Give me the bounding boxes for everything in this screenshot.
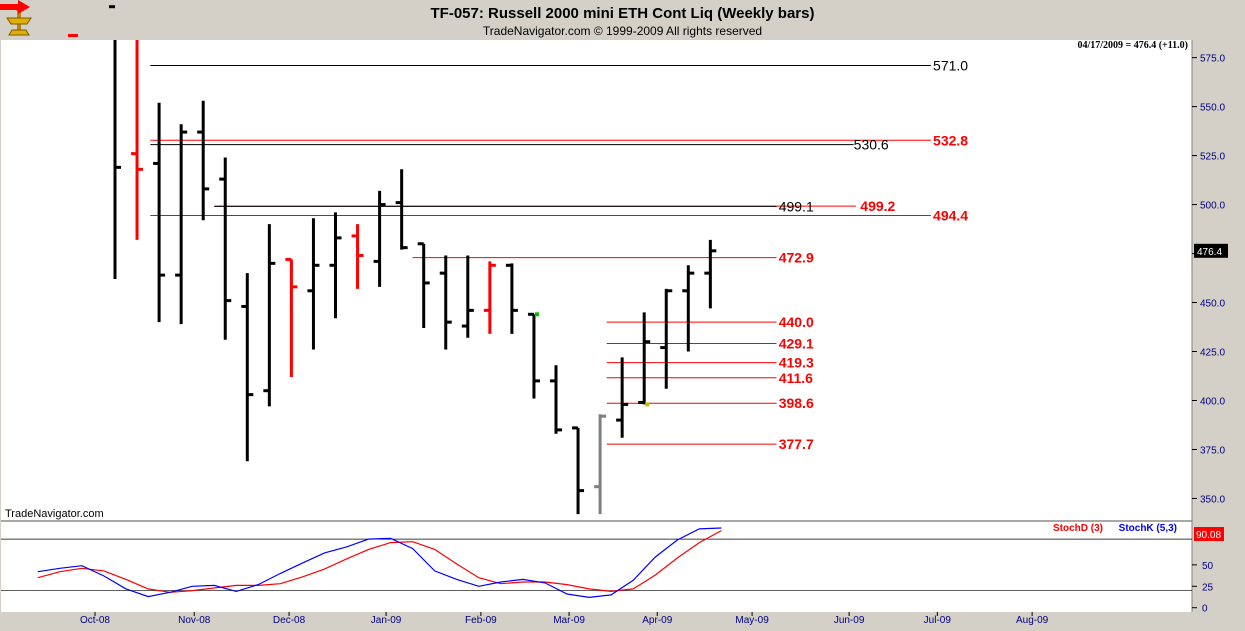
stoch-y-tick-1: 25 [1202, 582, 1214, 593]
trade-navigator-logo-icon [4, 4, 34, 36]
corner-tick-icon [68, 34, 78, 37]
x-tick-label-7: May-09 [735, 615, 769, 626]
level-label-5: 494.4 [933, 208, 968, 224]
level-label-7: 440.0 [779, 314, 814, 330]
price-panel [1, 40, 1192, 520]
chart-copyright: TradeNavigator.com © 1999-2009 All right… [482, 24, 763, 38]
stoch-series-1 [37, 527, 722, 599]
level-label-3: 499.2 [860, 198, 895, 214]
level-label-12: 377.7 [779, 436, 814, 452]
level-label-2: 530.6 [854, 137, 889, 153]
price-y-tick-2: 525.0 [1200, 152, 1225, 163]
x-tick-label-5: Mar-09 [553, 615, 585, 626]
price-y-tick-0: 575.0 [1200, 54, 1225, 65]
x-tick-label-6: Apr-09 [642, 615, 672, 626]
x-tick-label-10: Aug-09 [1016, 615, 1049, 626]
stoch-y-tick-2: 0 [1202, 604, 1208, 615]
stoch-series-0 [37, 530, 722, 593]
next-page-arrow-icon[interactable] [0, 0, 30, 14]
stoch-last-badge [1194, 527, 1224, 541]
price-y-tick-5: 450.0 [1200, 299, 1225, 310]
price-y-tick-3: 500.0 [1200, 201, 1225, 212]
level-label-10: 411.6 [779, 370, 813, 386]
level-label-0: 571.0 [933, 57, 968, 73]
price-last-value: 476.4 [1197, 247, 1222, 258]
stoch-panel [1, 522, 1192, 612]
stoch-last-value: 90.08 [1196, 530, 1221, 541]
price-y-tick-8: 375.0 [1200, 445, 1225, 456]
x-tick-label-3: Jan-09 [371, 615, 402, 626]
legend-stochd: StochD (3) [1053, 523, 1103, 534]
x-tick-label-2: Dec-08 [273, 615, 306, 626]
x-tick-label-1: Nov-08 [178, 615, 211, 626]
watermark-label: TradeNavigator.com [5, 508, 104, 520]
price-readout: 04/17/2009 = 476.4 (+11.0) [1077, 40, 1188, 51]
x-tick-label-8: Jun-09 [834, 615, 865, 626]
level-label-8: 429.1 [779, 335, 814, 351]
level-label-6: 472.9 [779, 250, 814, 266]
x-tick-label-0: Oct-08 [80, 615, 110, 626]
price-y-tick-1: 550.0 [1200, 103, 1225, 114]
bar-marker-1 [645, 402, 650, 407]
chart-title: TF-057: Russell 2000 mini ETH Cont Liq (… [430, 5, 815, 22]
price-y-tick-7: 400.0 [1200, 396, 1225, 407]
x-tick-label-9: Jul-09 [924, 615, 952, 626]
price-last-badge [1194, 243, 1228, 258]
bar-marker-0 [534, 312, 539, 317]
level-label-11: 398.6 [779, 395, 814, 411]
level-label-9: 419.3 [779, 355, 814, 371]
price-y-tick-6: 425.0 [1200, 348, 1225, 359]
stoch-y-tick-0: 50 [1202, 561, 1214, 572]
level-label-1: 532.8 [933, 132, 968, 148]
x-tick-label-4: Feb-09 [465, 615, 497, 626]
price-y-tick-9: 350.0 [1200, 494, 1225, 505]
level-label-4: 499.1 [779, 198, 814, 214]
legend-stochk: StochK (5,3) [1119, 523, 1177, 534]
